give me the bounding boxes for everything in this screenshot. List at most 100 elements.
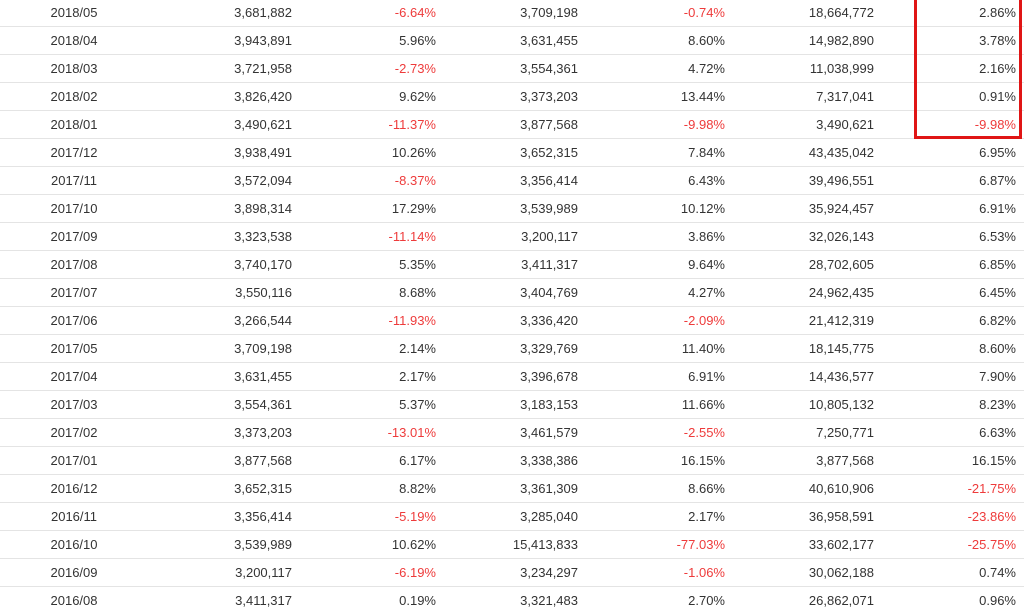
yoy-change-cell: -1.06%: [587, 558, 733, 587]
last-year-sales-cell: 3,373,203: [445, 82, 587, 111]
mom-change-cell: -11.37%: [300, 110, 445, 139]
table-row: 2017/10 3,898,314 17.29% 3,539,989 10.12% 35,…: [0, 194, 1024, 223]
month-cell: 2017/03: [0, 390, 150, 419]
yoy-change-cell: 10.12%: [587, 194, 733, 223]
last-year-sales-cell: 3,361,309: [445, 474, 587, 503]
month-cell: 2016/09: [0, 558, 150, 587]
cumulative-yoy-change-cell: -21.75%: [883, 474, 1024, 503]
yoy-change-cell: 2.70%: [587, 586, 733, 608]
monthly-sales-cell: 3,709,198: [150, 334, 300, 363]
month-cell: 2017/09: [0, 222, 150, 251]
monthly-sales-cell: 3,266,544: [150, 306, 300, 335]
cumulative-yoy-change-cell: -23.86%: [883, 502, 1024, 531]
yoy-change-cell: 9.64%: [587, 250, 733, 279]
table-row: 2017/07 3,550,116 8.68% 3,404,769 4.27% 24,96…: [0, 278, 1024, 307]
monthly-sales-cell: 3,681,882: [150, 0, 300, 27]
mom-change-cell: -2.73%: [300, 54, 445, 83]
monthly-sales-cell: 3,877,568: [150, 446, 300, 475]
table-row: 2017/03 3,554,361 5.37% 3,183,153 11.66% 10,8…: [0, 390, 1024, 419]
yoy-change-cell: 13.44%: [587, 82, 733, 111]
table-row: 2017/06 3,266,544 -11.93% 3,336,420 -2.09% 21…: [0, 306, 1024, 335]
monthly-sales-cell: 3,652,315: [150, 474, 300, 503]
cumulative-yoy-change-cell: 6.82%: [883, 306, 1024, 335]
cumulative-sales-cell: 39,496,551: [733, 166, 883, 195]
yoy-change-cell: -2.09%: [587, 306, 733, 335]
yoy-change-cell: 4.72%: [587, 54, 733, 83]
monthly-sales-cell: 3,826,420: [150, 82, 300, 111]
monthly-sales-cell: 3,740,170: [150, 250, 300, 279]
yoy-change-cell: 11.40%: [587, 334, 733, 363]
cumulative-yoy-change-cell: 6.87%: [883, 166, 1024, 195]
cumulative-sales-cell: 28,702,605: [733, 250, 883, 279]
last-year-sales-cell: 3,877,568: [445, 110, 587, 139]
month-cell: 2018/05: [0, 0, 150, 27]
yoy-change-cell: 8.60%: [587, 26, 733, 55]
mom-change-cell: 2.14%: [300, 334, 445, 363]
last-year-sales-cell: 3,200,117: [445, 222, 587, 251]
monthly-sales-cell: 3,554,361: [150, 390, 300, 419]
cumulative-sales-cell: 3,490,621: [733, 110, 883, 139]
yoy-change-cell: 8.66%: [587, 474, 733, 503]
mom-change-cell: 10.26%: [300, 138, 445, 167]
last-year-sales-cell: 3,183,153: [445, 390, 587, 419]
table-row: 2017/08 3,740,170 5.35% 3,411,317 9.64% 28,70…: [0, 250, 1024, 279]
month-cell: 2017/10: [0, 194, 150, 223]
monthly-sales-cell: 3,550,116: [150, 278, 300, 307]
cumulative-yoy-change-cell: 8.23%: [883, 390, 1024, 419]
cumulative-sales-cell: 32,026,143: [733, 222, 883, 251]
yoy-change-cell: 11.66%: [587, 390, 733, 419]
month-cell: 2017/11: [0, 166, 150, 195]
table-row: 2018/01 3,490,621 -11.37% 3,877,568 -9.98% 3,…: [0, 110, 1024, 139]
month-cell: 2017/08: [0, 250, 150, 279]
month-cell: 2016/10: [0, 530, 150, 559]
monthly-sales-cell: 3,721,958: [150, 54, 300, 83]
mom-change-cell: 8.82%: [300, 474, 445, 503]
mom-change-cell: 5.96%: [300, 26, 445, 55]
cumulative-sales-cell: 7,250,771: [733, 418, 883, 447]
monthly-sales-cell: 3,943,891: [150, 26, 300, 55]
cumulative-yoy-change-cell: 6.91%: [883, 194, 1024, 223]
last-year-sales-cell: 15,413,833: [445, 530, 587, 559]
yoy-change-cell: -9.98%: [587, 110, 733, 139]
monthly-sales-cell: 3,490,621: [150, 110, 300, 139]
yoy-change-cell: -2.55%: [587, 418, 733, 447]
cumulative-yoy-change-cell: 0.74%: [883, 558, 1024, 587]
mom-change-cell: 0.19%: [300, 586, 445, 608]
month-cell: 2018/03: [0, 54, 150, 83]
mom-change-cell: -11.14%: [300, 222, 445, 251]
cumulative-yoy-change-cell: 6.85%: [883, 250, 1024, 279]
monthly-sales-cell: 3,572,094: [150, 166, 300, 195]
cumulative-sales-cell: 14,982,890: [733, 26, 883, 55]
monthly-sales-cell: 3,373,203: [150, 418, 300, 447]
last-year-sales-cell: 3,539,989: [445, 194, 587, 223]
last-year-sales-cell: 3,554,361: [445, 54, 587, 83]
table-row: 2016/08 3,411,317 0.19% 3,321,483 2.70% 26,86…: [0, 586, 1024, 608]
month-cell: 2016/08: [0, 586, 150, 608]
month-cell: 2017/05: [0, 334, 150, 363]
month-cell: 2017/04: [0, 362, 150, 391]
mom-change-cell: 2.17%: [300, 362, 445, 391]
cumulative-yoy-change-cell: 0.91%: [883, 82, 1024, 111]
cumulative-sales-cell: 3,877,568: [733, 446, 883, 475]
monthly-sales-cell: 3,938,491: [150, 138, 300, 167]
table-row: 2018/02 3,826,420 9.62% 3,373,203 13.44% 7,31…: [0, 82, 1024, 111]
table-row: 2017/09 3,323,538 -11.14% 3,200,117 3.86% 32,…: [0, 222, 1024, 251]
last-year-sales-cell: 3,411,317: [445, 250, 587, 279]
yoy-change-cell: -77.03%: [587, 530, 733, 559]
last-year-sales-cell: 3,336,420: [445, 306, 587, 335]
table-row: 2016/10 3,539,989 10.62% 15,413,833 -77.03% 3…: [0, 530, 1024, 559]
last-year-sales-cell: 3,396,678: [445, 362, 587, 391]
month-cell: 2017/01: [0, 446, 150, 475]
cumulative-yoy-change-cell: 8.60%: [883, 334, 1024, 363]
yoy-change-cell: 4.27%: [587, 278, 733, 307]
table-row: 2017/04 3,631,455 2.17% 3,396,678 6.91% 14,43…: [0, 362, 1024, 391]
cumulative-sales-cell: 33,602,177: [733, 530, 883, 559]
last-year-sales-cell: 3,321,483: [445, 586, 587, 608]
mom-change-cell: 17.29%: [300, 194, 445, 223]
monthly-sales-cell: 3,539,989: [150, 530, 300, 559]
monthly-sales-cell: 3,898,314: [150, 194, 300, 223]
month-cell: 2018/04: [0, 26, 150, 55]
table-row: 2017/02 3,373,203 -13.01% 3,461,579 -2.55% 7,…: [0, 418, 1024, 447]
yoy-change-cell: 16.15%: [587, 446, 733, 475]
